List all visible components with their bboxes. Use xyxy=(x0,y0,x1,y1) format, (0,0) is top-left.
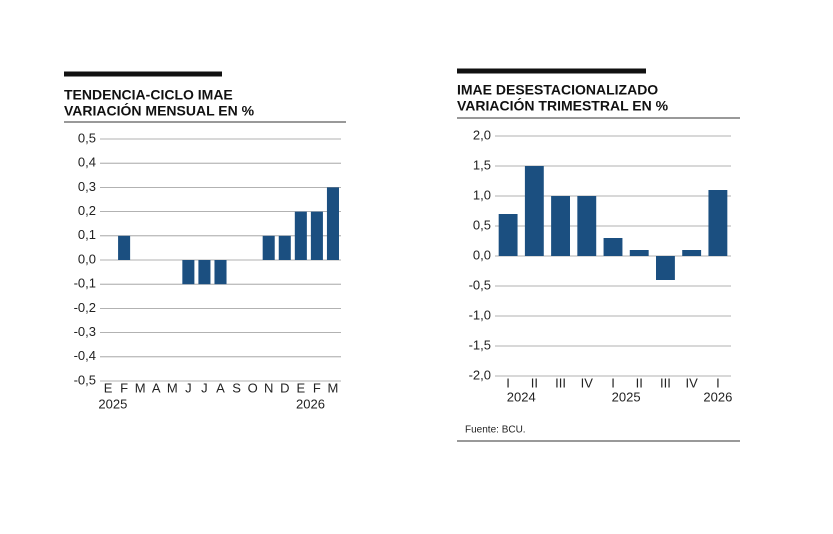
y-tick-label: 0,0 xyxy=(473,247,491,262)
chart-title: TENDENCIA-CICLO IMAE xyxy=(64,87,233,103)
y-tick-label: 0,4 xyxy=(78,155,96,170)
x-tick-label: S xyxy=(232,380,241,395)
bar xyxy=(118,235,131,260)
x-tick-label: M xyxy=(167,380,178,395)
y-tick-label: 1,5 xyxy=(473,157,491,172)
x-tick-label: A xyxy=(152,380,161,395)
x-group-label: 2025 xyxy=(98,396,127,411)
y-tick-label: 0,3 xyxy=(78,179,96,194)
y-tick-label: -0,2 xyxy=(74,300,96,315)
bar xyxy=(278,235,291,260)
chart-subtitle: VARIACIÓN MENSUAL EN % xyxy=(64,102,255,119)
bar xyxy=(262,235,275,260)
bar xyxy=(682,250,702,256)
x-group-label: 2026 xyxy=(703,389,732,404)
x-tick-label: II xyxy=(636,375,643,390)
chart-title: IMAE DESESTACIONALIZADO xyxy=(457,82,658,98)
x-tick-label: I xyxy=(716,375,720,390)
bar xyxy=(603,238,623,256)
x-tick-label: I xyxy=(611,375,615,390)
title-bar xyxy=(64,71,222,77)
x-tick-label: I xyxy=(506,375,510,390)
x-tick-label: M xyxy=(328,380,339,395)
x-tick-label: N xyxy=(264,380,273,395)
title-bar xyxy=(457,68,646,74)
bar xyxy=(629,250,649,256)
bar xyxy=(498,214,518,256)
bar xyxy=(310,211,323,260)
bar xyxy=(656,256,675,280)
y-tick-label: -0,1 xyxy=(74,276,96,291)
x-tick-label: J xyxy=(201,380,208,395)
y-tick-label: 2,0 xyxy=(473,127,491,142)
bar xyxy=(182,260,195,285)
x-tick-label: II xyxy=(531,375,538,390)
y-tick-label: 0,5 xyxy=(78,130,96,145)
y-tick-label: 0,1 xyxy=(78,227,96,242)
x-tick-label: J xyxy=(185,380,192,395)
bar xyxy=(294,211,307,260)
x-tick-label: F xyxy=(313,380,321,395)
x-tick-label: A xyxy=(216,380,225,395)
y-tick-label: 0,5 xyxy=(473,217,491,232)
x-tick-label: III xyxy=(660,375,671,390)
x-tick-label: IV xyxy=(581,375,594,390)
bar xyxy=(214,260,227,285)
x-group-label: 2024 xyxy=(507,389,536,404)
y-tick-label: -0,5 xyxy=(469,277,491,292)
bar xyxy=(524,166,544,256)
x-tick-label: IV xyxy=(686,375,699,390)
x-tick-label: F xyxy=(120,380,128,395)
y-tick-label: 0,2 xyxy=(78,203,96,218)
bar xyxy=(551,196,570,256)
y-tick-label: 0,0 xyxy=(78,251,96,266)
y-tick-label: -0,3 xyxy=(74,324,96,339)
x-tick-label: O xyxy=(248,380,258,395)
bar xyxy=(708,190,728,256)
y-tick-label: -1,0 xyxy=(469,307,491,322)
y-tick-label: -0,5 xyxy=(74,372,96,387)
bar xyxy=(577,196,597,256)
source: Fuente: BCU. xyxy=(465,425,526,436)
x-tick-label: M xyxy=(135,380,146,395)
y-tick-label: -2,0 xyxy=(469,367,491,382)
x-group-label: 2025 xyxy=(612,389,641,404)
chart-subtitle: VARIACIÓN TRIMESTRAL EN % xyxy=(457,97,669,114)
x-tick-label: E xyxy=(104,380,113,395)
x-tick-label: III xyxy=(555,375,566,390)
y-tick-label: -0,4 xyxy=(74,348,96,363)
y-tick-label: -1,5 xyxy=(469,337,491,352)
y-tick-label: 1,0 xyxy=(473,187,491,202)
bar xyxy=(326,187,339,260)
x-tick-label: D xyxy=(280,380,289,395)
bar xyxy=(198,260,211,285)
x-group-label: 2026 xyxy=(296,396,325,411)
x-tick-label: E xyxy=(296,380,305,395)
